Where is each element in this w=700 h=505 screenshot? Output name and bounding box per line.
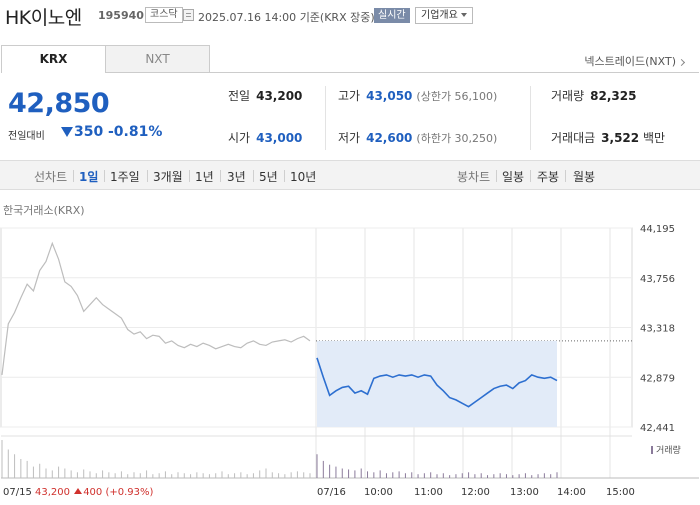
header: HK이노엔 195940 코스닥 2025.07.16 14:00 기준(KRX…: [0, 0, 700, 30]
x-label-1200: 12:00: [461, 487, 490, 498]
x-label-1400: 14:00: [557, 487, 586, 498]
prev-day-line: [1, 241, 311, 375]
toolbar-divider: [565, 170, 566, 182]
period-10y[interactable]: 10년: [290, 170, 317, 184]
period-5y[interactable]: 5년: [259, 170, 278, 184]
period-1w[interactable]: 1주일: [110, 170, 140, 184]
today-price-line: [316, 357, 558, 408]
stock-name[interactable]: HK이노엔: [5, 7, 82, 29]
chevron-down-icon: [460, 13, 467, 17]
price-change-percent: -0.81%: [108, 124, 163, 140]
period-3m[interactable]: 3개월: [153, 170, 183, 184]
period-3y[interactable]: 3년: [227, 170, 246, 184]
stat-divider: [325, 86, 326, 150]
chevron-right-icon: [677, 58, 686, 66]
price-chart[interactable]: 44,195 43,756 43,318 42,879 42,441: [0, 218, 700, 486]
toolbar-divider: [220, 170, 221, 182]
x-label-1000: 10:00: [364, 487, 393, 498]
stat-low: 저가 42,600 (하한가 30,250): [338, 131, 498, 145]
stat-high: 고가 43,050 (상한가 56,100): [338, 89, 498, 103]
toolbar-divider: [104, 170, 105, 182]
up-arrow-icon: [74, 488, 83, 494]
stat-prev-close: 전일 43,200: [228, 89, 303, 103]
stat-divider: [530, 86, 531, 150]
y-tick-label: 42,879: [640, 373, 675, 384]
price-change: 350: [74, 124, 104, 140]
quote-timestamp: 2025.07.16 14:00 기준(KRX 장중): [198, 11, 375, 24]
candle-monthly[interactable]: 월봉: [573, 170, 596, 184]
prev-day-close: 43,200 400 (+0.93%): [35, 487, 154, 498]
toolbar-divider: [496, 170, 497, 182]
x-label-1300: 13:00: [510, 487, 539, 498]
candle-weekly[interactable]: 주봉: [537, 170, 560, 184]
market-badge: 코스닥: [145, 7, 183, 23]
toolbar-divider: [253, 170, 254, 182]
change-label: 전일대비: [8, 131, 45, 142]
y-tick-label: 42,441: [640, 423, 675, 434]
x-label-prev-day: 07/15: [3, 487, 32, 498]
y-tick-label: 44,195: [640, 224, 675, 235]
period-1d[interactable]: 1일: [79, 170, 99, 184]
candle-daily[interactable]: 일봉: [502, 170, 525, 184]
period-1y[interactable]: 1년: [195, 170, 214, 184]
x-label-1500: 15:00: [606, 487, 635, 498]
toolbar-divider: [284, 170, 285, 182]
legend-swatch: [651, 446, 653, 454]
toolbar-divider: [189, 170, 190, 182]
company-info-button[interactable]: 기업개요: [415, 7, 473, 24]
x-label-today: 07/16: [317, 487, 346, 498]
toolbar-divider: [530, 170, 531, 182]
tab-krx[interactable]: KRX: [1, 45, 106, 73]
y-tick-label: 43,756: [640, 274, 675, 285]
candle-chart-label[interactable]: 봉차트: [457, 170, 491, 184]
x-label-1100: 11:00: [414, 487, 443, 498]
toolbar-divider: [73, 170, 74, 182]
down-arrow-icon: [61, 127, 73, 137]
nextrade-link[interactable]: 넥스트레이드(NXT): [584, 53, 686, 69]
tab-nxt[interactable]: NXT: [105, 45, 210, 73]
tab-divider: [210, 72, 699, 73]
current-price: 42,850: [8, 88, 110, 119]
volume-legend: 거래량: [651, 443, 681, 456]
stat-open: 시가 43,000: [228, 131, 303, 145]
period-toolbar: 선차트 1일 1주일 3개월 1년 3년 5년 10년 봉차트 일봉 주봉 월봉: [0, 160, 700, 190]
toolbar-divider: [147, 170, 148, 182]
y-tick-label: 43,318: [640, 324, 675, 335]
stock-code: 195940: [98, 9, 144, 22]
realtime-badge: 실시간: [374, 8, 410, 23]
chart-source: 한국거래소(KRX): [3, 204, 85, 217]
line-chart-label[interactable]: 선차트: [34, 170, 68, 184]
stat-amount: 거래대금 3,522 백만: [551, 131, 666, 145]
stat-volume: 거래량 82,325: [551, 89, 637, 103]
calendar-icon: [183, 9, 194, 21]
